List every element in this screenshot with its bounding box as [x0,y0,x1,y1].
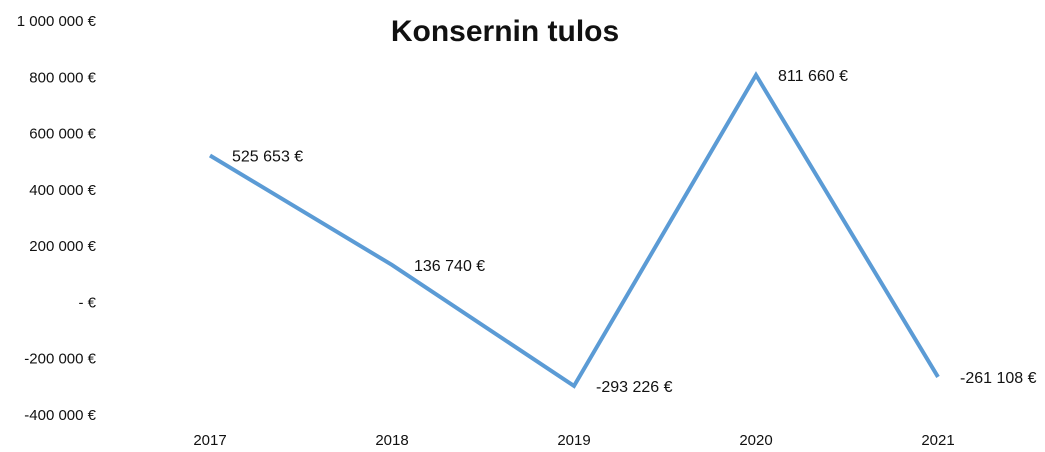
y-tick-label: -200 000 € [24,351,96,368]
data-label: 525 653 € [232,149,303,166]
y-tick-label: 1 000 000 € [17,13,97,30]
x-tick-label: 2021 [921,432,954,449]
data-label: 811 660 € [778,68,848,85]
data-label: 136 740 € [414,258,485,275]
line [208,71,940,389]
x-tick-label: 2017 [193,432,226,449]
y-tick-label: 600 000 € [29,126,96,143]
y-tick-label: 200 000 € [29,238,96,255]
data-label: -261 108 € [960,370,1037,387]
y-tick-label: -400 000 € [24,407,96,424]
x-tick-label: 2020 [739,432,772,449]
y-tick-label: 400 000 € [29,182,96,199]
chart-title: Konsernin tulos [391,15,619,48]
x-tick-label: 2019 [557,432,590,449]
data-label: -293 226 € [596,379,673,396]
y-tick-label: - € [78,294,96,311]
x-tick-label: 2018 [375,432,408,449]
y-tick-label: 800 000 € [29,69,96,86]
